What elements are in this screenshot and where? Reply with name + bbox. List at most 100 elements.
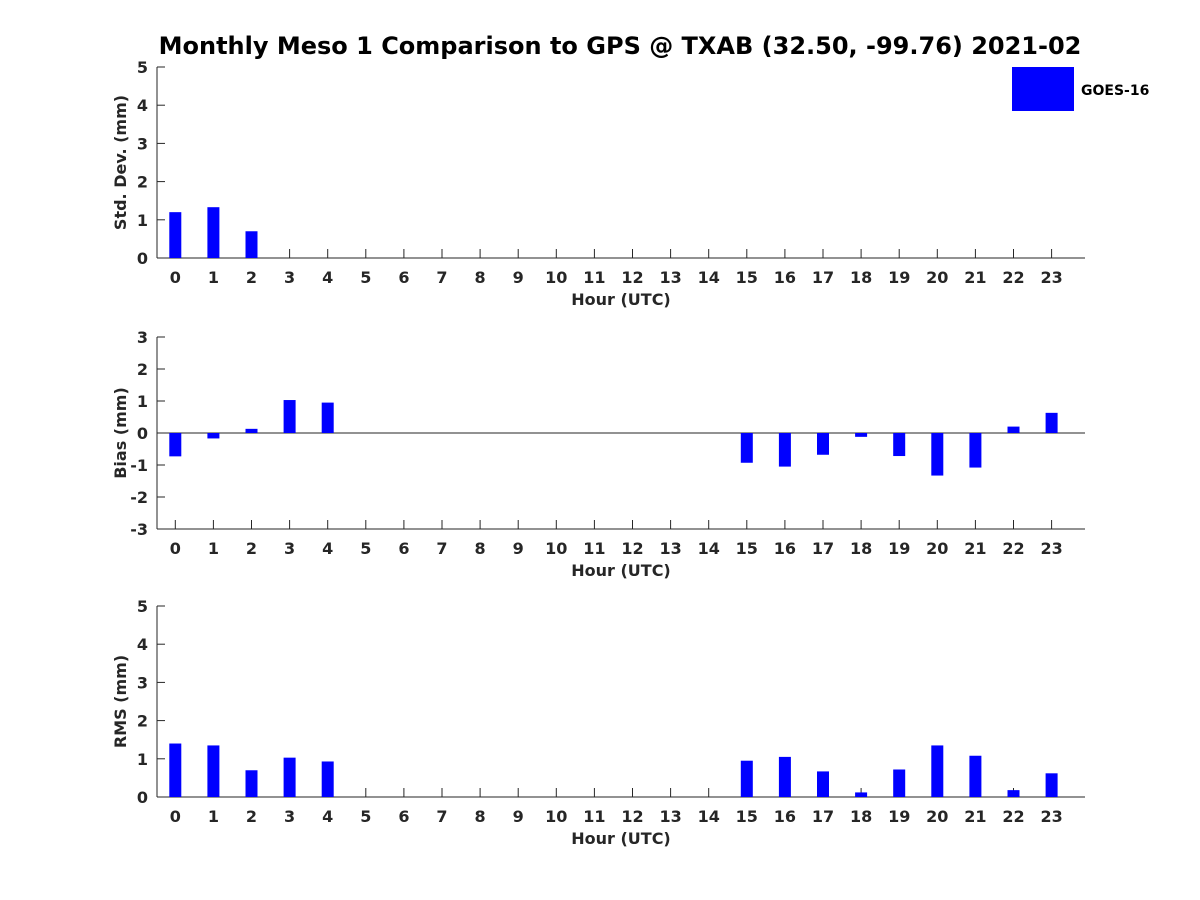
x-tick-label: 13: [659, 268, 681, 287]
x-tick-label: 23: [1040, 807, 1062, 826]
x-tick-label: 12: [621, 539, 643, 558]
bar-hour-0: [169, 212, 182, 258]
y-tick-label: 1: [137, 211, 148, 230]
x-tick-label: 2: [246, 807, 257, 826]
x-tick-label: 16: [774, 539, 796, 558]
y-tick-label: 3: [137, 673, 148, 692]
x-tick-label: 15: [736, 539, 758, 558]
x-tick-label: 0: [170, 268, 181, 287]
x-tick-label: 2: [246, 268, 257, 287]
x-tick-label: 13: [659, 539, 681, 558]
bar-hour-1: [207, 745, 220, 797]
x-tick-label: 20: [926, 268, 948, 287]
bar-hour-15: [740, 760, 753, 797]
bar-hour-4: [321, 761, 334, 797]
bar-hour-1: [207, 433, 220, 439]
bar-hour-16: [778, 433, 791, 467]
x-tick-label: 19: [888, 268, 910, 287]
x-tick-label: 8: [475, 539, 486, 558]
x-tick-label: 4: [322, 539, 333, 558]
x-tick-label: 12: [621, 268, 643, 287]
bar-hour-22: [1007, 790, 1020, 797]
x-tick-label: 11: [583, 539, 605, 558]
x-tick-label: 21: [964, 807, 986, 826]
x-tick-label: 17: [812, 539, 834, 558]
x-tick-label: 2: [246, 539, 257, 558]
chart-title: Monthly Meso 1 Comparison to GPS @ TXAB …: [159, 32, 1082, 60]
y-tick-label: -3: [130, 520, 148, 539]
bar-hour-2: [245, 428, 258, 433]
y-tick-label: 4: [137, 96, 148, 115]
x-tick-label: 6: [398, 539, 409, 558]
x-tick-label: 10: [545, 268, 567, 287]
bar-hour-3: [283, 757, 296, 797]
y-axis-label: Bias (mm): [111, 387, 130, 479]
y-tick-label: -2: [130, 488, 148, 507]
bar-hour-18: [855, 433, 868, 437]
x-tick-label: 14: [698, 539, 720, 558]
x-tick-label: 5: [360, 807, 371, 826]
bar-hour-0: [169, 433, 182, 457]
x-tick-label: 18: [850, 807, 872, 826]
x-tick-label: 4: [322, 268, 333, 287]
bar-hour-21: [969, 755, 982, 797]
x-tick-label: 9: [513, 807, 524, 826]
bar-hour-17: [817, 771, 829, 797]
x-axis-label: Hour (UTC): [571, 290, 671, 309]
x-tick-label: 8: [475, 807, 486, 826]
y-tick-label: 1: [137, 392, 148, 411]
x-tick-label: 21: [964, 268, 986, 287]
y-axis-label: RMS (mm): [111, 655, 130, 748]
x-tick-label: 23: [1040, 539, 1062, 558]
y-tick-label: 0: [137, 249, 148, 268]
y-tick-label: 5: [137, 597, 148, 616]
bar-hour-3: [283, 400, 296, 433]
x-tick-label: 5: [360, 539, 371, 558]
x-tick-label: 10: [545, 539, 567, 558]
x-tick-label: 8: [475, 268, 486, 287]
y-tick-label: -1: [130, 456, 148, 475]
bar-hour-2: [245, 231, 258, 258]
x-tick-label: 10: [545, 807, 567, 826]
x-tick-label: 18: [850, 268, 872, 287]
bar-hour-2: [245, 770, 258, 797]
x-tick-label: 23: [1040, 268, 1062, 287]
bar-hour-23: [1045, 412, 1058, 433]
x-tick-label: 7: [436, 539, 447, 558]
y-axis-label: Std. Dev. (mm): [111, 95, 130, 230]
x-tick-label: 3: [284, 539, 295, 558]
x-tick-label: 5: [360, 268, 371, 287]
x-tick-label: 1: [208, 268, 219, 287]
x-tick-label: 1: [208, 807, 219, 826]
bar-hour-4: [321, 402, 334, 433]
y-tick-label: 1: [137, 750, 148, 769]
x-tick-label: 22: [1002, 807, 1024, 826]
bar-hour-19: [893, 433, 906, 457]
y-tick-label: 2: [137, 712, 148, 731]
legend: GOES-16: [1012, 67, 1149, 111]
x-tick-label: 0: [170, 807, 181, 826]
x-tick-label: 15: [736, 268, 758, 287]
legend-label: GOES-16: [1081, 83, 1149, 99]
y-tick-label: 3: [137, 328, 148, 347]
x-tick-label: 22: [1002, 268, 1024, 287]
y-tick-label: 4: [137, 635, 148, 654]
y-tick-label: 2: [137, 173, 148, 192]
bar-hour-1: [207, 207, 220, 258]
y-tick-label: 0: [137, 788, 148, 807]
x-tick-label: 21: [964, 539, 986, 558]
x-tick-label: 19: [888, 807, 910, 826]
legend-swatch: [1012, 67, 1074, 111]
y-tick-label: 0: [137, 424, 148, 443]
x-tick-label: 17: [812, 807, 834, 826]
x-tick-label: 9: [513, 268, 524, 287]
x-tick-label: 11: [583, 268, 605, 287]
x-tick-label: 7: [436, 807, 447, 826]
x-tick-label: 22: [1002, 539, 1024, 558]
x-tick-label: 7: [436, 268, 447, 287]
x-tick-label: 4: [322, 807, 333, 826]
